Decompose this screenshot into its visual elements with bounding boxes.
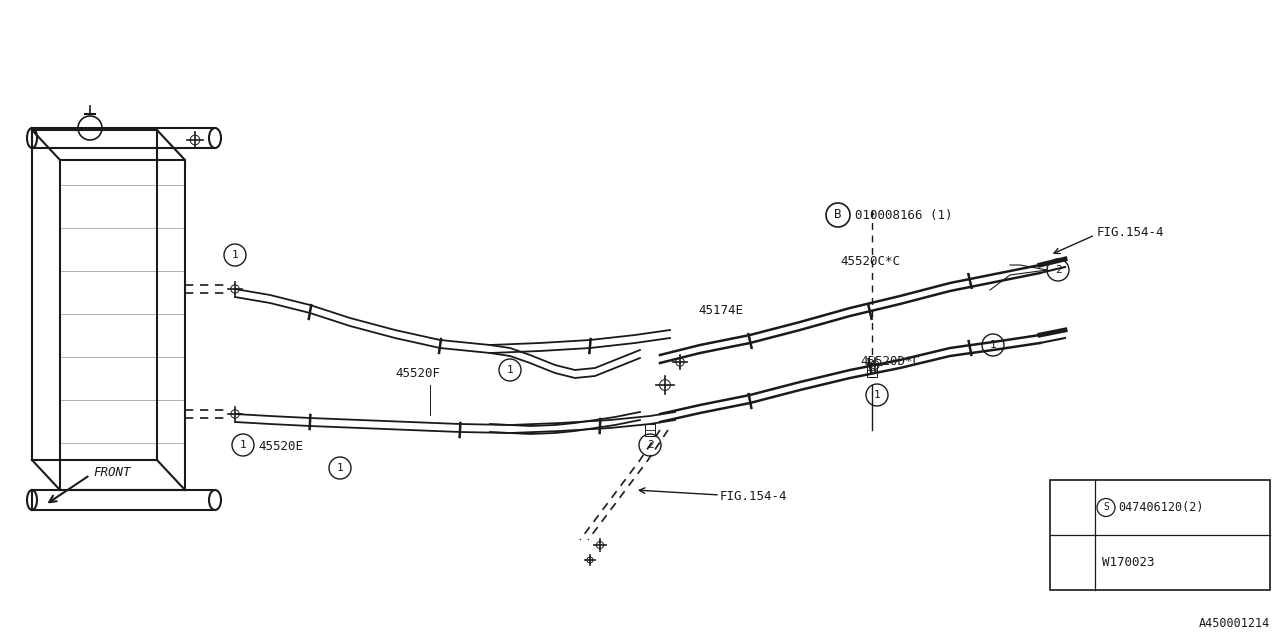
Text: 1: 1 — [337, 463, 343, 473]
Text: FIG.154-4: FIG.154-4 — [1097, 225, 1165, 239]
Text: 1: 1 — [874, 390, 881, 400]
Text: 1: 1 — [989, 340, 996, 350]
Text: 45520D*C: 45520D*C — [860, 355, 920, 368]
Text: 45520C*C: 45520C*C — [840, 255, 900, 268]
Text: 45520E: 45520E — [259, 440, 303, 454]
Text: S: S — [1103, 502, 1108, 513]
Text: 2: 2 — [1055, 265, 1061, 275]
Bar — [645, 424, 655, 436]
Text: B: B — [835, 209, 842, 221]
Text: 1: 1 — [232, 250, 238, 260]
Text: 047406120(2): 047406120(2) — [1117, 501, 1203, 514]
Bar — [867, 363, 877, 377]
Bar — [1050, 480, 1270, 590]
Text: 45520F: 45520F — [396, 367, 440, 380]
Text: FRONT: FRONT — [93, 467, 131, 479]
Text: A450001214: A450001214 — [1199, 617, 1270, 630]
Text: 2: 2 — [1069, 502, 1075, 513]
Text: 45174E: 45174E — [698, 303, 742, 317]
Text: FIG.154-4: FIG.154-4 — [719, 490, 787, 504]
Text: W170023: W170023 — [1102, 556, 1155, 569]
Text: 010008166 (1): 010008166 (1) — [855, 209, 952, 221]
Text: 2: 2 — [646, 440, 653, 450]
Text: 1: 1 — [239, 440, 246, 450]
Text: 1: 1 — [1069, 557, 1075, 568]
Text: 1: 1 — [507, 365, 513, 375]
